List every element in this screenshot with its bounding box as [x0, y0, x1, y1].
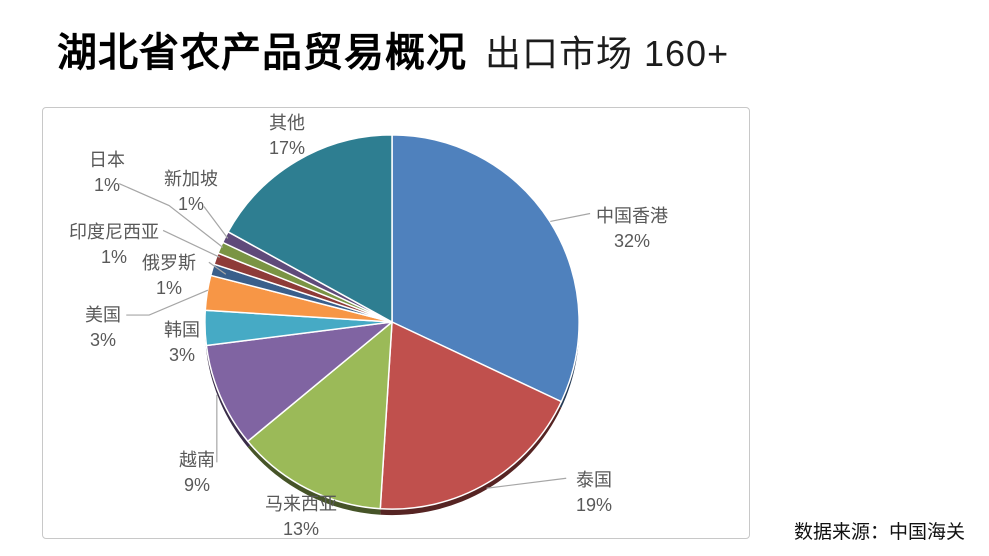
- pie-label-leader-line: [208, 261, 227, 275]
- pie-label-leader-line: [126, 289, 209, 316]
- title-subtitle: 出口市场 160+: [485, 33, 730, 74]
- pie-label-leader-line: [550, 212, 591, 223]
- title-main: 湖北省农产品贸易概况: [57, 31, 467, 75]
- pie-chart-frame: 中国香港 32% 泰国 19% 马来西亚 13% 越南 9% 韩国 3% 美国 3% 俄罗斯 1% 印度尼西…: [42, 107, 750, 539]
- pie-slice: [247, 321, 393, 510]
- pie-slice: [379, 321, 563, 510]
- pie-label-leader-line: [162, 229, 221, 258]
- pie-slice: [205, 321, 393, 442]
- pie-chart-svg: [119, 134, 591, 516]
- pie-label-leader-line: [486, 477, 567, 489]
- pie-slice: [391, 134, 580, 403]
- pie-label-leader-line: [203, 206, 229, 239]
- pie-slice: [227, 134, 393, 323]
- data-source-note: 数据来源：中国海关: [793, 522, 965, 543]
- pie-label-leader-line: [119, 183, 224, 248]
- page-title: 湖北省农产品贸易概况 出口市场 160+: [57, 20, 729, 78]
